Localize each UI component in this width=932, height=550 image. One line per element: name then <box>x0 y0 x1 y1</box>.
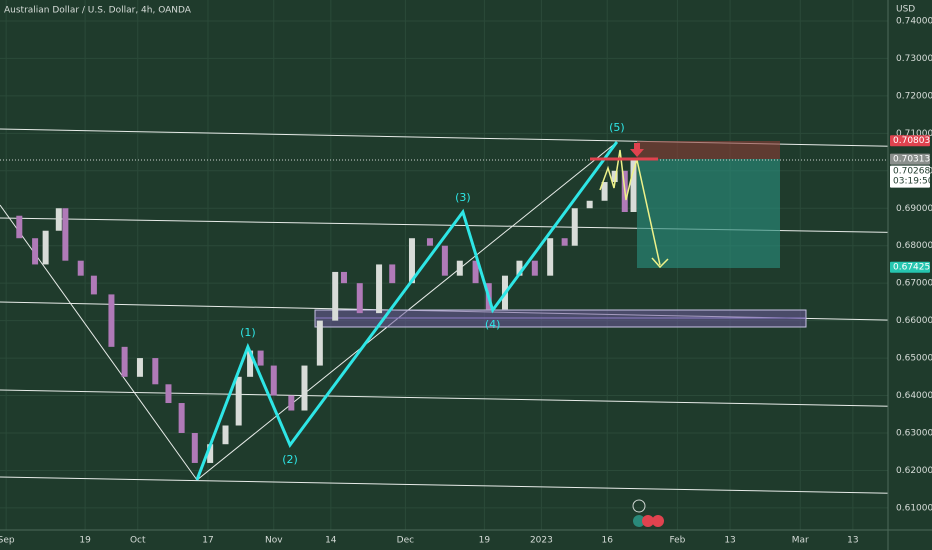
wave-label: (3) <box>455 191 471 204</box>
candle <box>340 271 347 284</box>
candle <box>55 208 62 231</box>
candle <box>165 384 172 404</box>
price-countdown: 03:19:50 <box>893 177 932 187</box>
x-tick-label: Dec <box>397 536 414 546</box>
candle <box>90 275 97 295</box>
y-tick-label: 0.65000 <box>896 354 932 364</box>
y-tick-label: 0.71000 <box>896 129 932 139</box>
candle <box>207 444 214 463</box>
x-tick-label: 2023 <box>530 536 553 546</box>
price-label-box <box>890 135 930 147</box>
x-tick-label: Nov <box>265 536 283 546</box>
candle <box>301 365 308 411</box>
projection-arrowhead <box>651 257 669 269</box>
candle <box>547 238 554 276</box>
x-tick-label: 13 <box>847 536 858 546</box>
candle <box>136 358 143 377</box>
y-tick-label: 0.69000 <box>896 204 932 214</box>
candle <box>356 283 363 314</box>
candle <box>586 200 593 209</box>
wave-label: (4) <box>485 318 501 331</box>
candle <box>376 264 383 314</box>
candle <box>42 230 49 265</box>
candle <box>426 238 433 246</box>
wave-label: (2) <box>282 453 298 466</box>
candle <box>152 358 159 385</box>
candle <box>441 245 448 276</box>
y-tick-label: 0.73000 <box>896 54 932 64</box>
candle <box>630 159 637 212</box>
wave-line <box>195 141 619 481</box>
y-tick-label: 0.72000 <box>896 91 932 101</box>
y-tick-label: 0.62000 <box>896 466 932 476</box>
candle <box>472 260 479 284</box>
x-tick-label: 19 <box>479 536 491 546</box>
price-label: 0.70803 <box>893 136 930 146</box>
x-tick-label: Feb <box>669 536 685 546</box>
candle <box>32 238 39 265</box>
candle <box>389 264 396 284</box>
wave-label: (5) <box>609 121 625 134</box>
y-tick-label: 0.63000 <box>896 428 932 438</box>
price-label: 0.67425 <box>893 263 930 273</box>
candle <box>601 182 608 201</box>
price-label-box <box>890 165 930 188</box>
candle <box>516 260 523 276</box>
x-tick-label: 13 <box>724 536 735 546</box>
candle <box>611 170 618 183</box>
event-icons <box>632 499 664 527</box>
x-tick-label: Oct <box>130 536 146 546</box>
price-label-box <box>890 261 930 273</box>
y-tick-label: 0.64000 <box>896 391 932 401</box>
candle <box>222 425 229 445</box>
y-tick-label: 0.74000 <box>896 16 932 26</box>
candle <box>121 346 128 377</box>
price-label: 0.70268 <box>893 167 930 177</box>
x-tick-label: Mar <box>792 536 809 546</box>
candle <box>77 260 84 276</box>
x-tick-label: Sep <box>0 536 15 546</box>
candle <box>456 260 463 276</box>
candle <box>332 271 339 321</box>
price-label: 0.70313 <box>893 155 930 165</box>
currency-label: USD <box>896 5 915 15</box>
y-tick-label: 0.67000 <box>896 279 932 289</box>
price-label-box <box>890 153 930 165</box>
candle <box>235 376 242 426</box>
candle <box>108 294 115 347</box>
candle <box>531 260 538 276</box>
target-zone <box>637 159 780 268</box>
candle <box>270 365 277 396</box>
wave-label: (1) <box>240 326 256 339</box>
candle <box>62 208 69 261</box>
candle <box>178 403 185 433</box>
candle <box>571 208 578 246</box>
candle <box>316 320 323 366</box>
candle <box>16 215 23 239</box>
candle <box>247 350 254 377</box>
candle <box>408 238 415 284</box>
y-tick-label: 0.68000 <box>896 241 932 251</box>
candle <box>561 238 568 246</box>
x-tick-label: 14 <box>325 536 337 546</box>
sell-marker <box>630 143 644 157</box>
stop-zone <box>637 141 780 159</box>
x-tick-label: 17 <box>202 536 213 546</box>
x-tick-label: 19 <box>79 536 91 546</box>
candle <box>257 350 264 366</box>
x-tick-label: 16 <box>601 536 613 546</box>
chart-title: Australian Dollar / U.S. Dollar, 4h, OAN… <box>4 6 192 16</box>
candle <box>288 395 295 411</box>
projection-path <box>599 149 638 201</box>
projection-arrow <box>636 159 661 266</box>
candle <box>191 432 198 463</box>
y-tick-label: 0.66000 <box>896 316 932 326</box>
y-tick-label: 0.61000 <box>896 503 932 513</box>
